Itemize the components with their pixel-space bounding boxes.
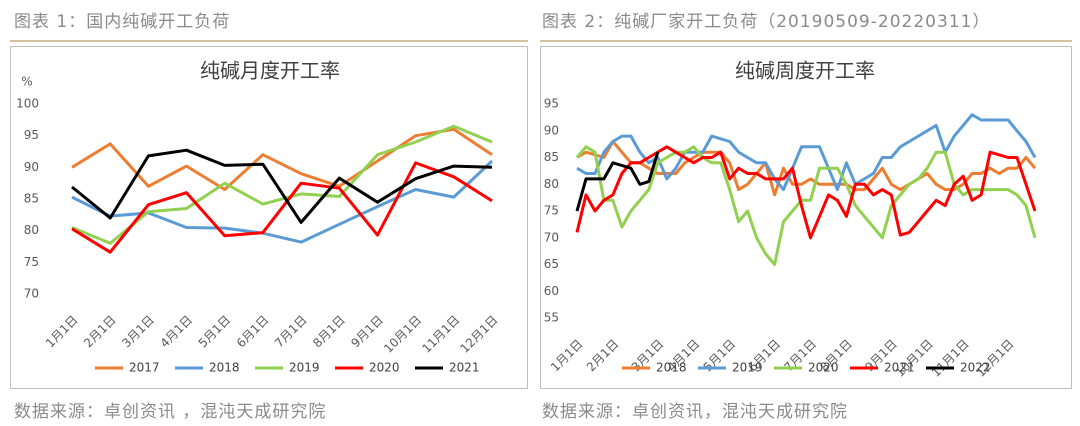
legend-label: 2019 [732,361,763,375]
y-tick-label: 55 [544,311,559,325]
y-tick-label: 75 [24,255,39,269]
x-tick-label: 11月1日 [419,313,462,356]
x-tick-label: 1月1日 [548,337,586,375]
legend-label: 2019 [289,361,320,375]
y-tick-label: 65 [544,257,559,271]
legend-label: 2020 [369,361,400,375]
legend-label: 2020 [808,361,839,375]
x-tick-label: 4月1日 [157,313,195,351]
y-tick-label: 85 [544,150,559,164]
y-tick-label: 60 [544,284,559,298]
series-line [576,113,1037,192]
chart-frame [540,46,1072,389]
y-tick-label: 80 [544,177,559,191]
x-tick-label: 6月1日 [234,313,272,351]
y-tick-label: 80 [24,223,39,237]
figure-caption: 图表 2：纯碱厂家开工负荷（20190509-20220311） [542,12,990,32]
chart-frame [10,46,528,389]
y-tick-label: 95 [544,97,559,111]
y-tick-label: 90 [24,160,39,174]
series-line [71,124,493,245]
x-tick-label: 2月1日 [584,337,622,375]
y-axis-unit: % [21,75,32,89]
legend-label: 2021 [449,361,480,375]
y-tick-label: 70 [544,230,559,244]
series-line [575,145,1037,266]
x-tick-label: 3月1日 [119,313,157,351]
figure-caption: 图表 1：国内纯碱开工负荷 [14,12,230,32]
series-line [71,148,493,224]
chart-title: 纯碱周度开工率 [735,59,875,83]
legend-label: 2022 [960,361,991,375]
legend-label: 2017 [129,361,160,375]
y-tick-label: 100 [16,97,39,111]
x-tick-label: 2月1日 [81,313,119,351]
y-tick-label: 70 [24,287,39,301]
x-tick-label: 12月1日 [458,313,501,356]
series-line [575,145,1037,240]
y-tick-label: 90 [544,123,559,137]
y-tick-label: 85 [24,192,39,206]
x-tick-label: 7月1日 [272,313,310,351]
y-tick-label: 75 [544,204,559,218]
legend-label: 2018 [656,361,687,375]
x-tick-label: 1月1日 [43,313,81,351]
x-tick-label: 9月1日 [348,313,386,351]
x-tick-label: 5月1日 [196,313,234,351]
x-tick-label: 10月1日 [381,313,424,356]
chart-title: 纯碱月度开工率 [200,59,340,83]
source-note: 数据来源：卓创资讯 ，混沌天成研究院 [14,402,326,422]
series-line [71,161,493,254]
legend-label: 2021 [884,361,915,375]
series-line [71,127,493,191]
series-line [575,151,660,212]
x-tick-label: 8月1日 [310,313,348,351]
y-tick-label: 95 [24,128,39,142]
legend-label: 2018 [209,361,240,375]
source-note: 数据来源：卓创资讯，混沌天成研究院 [542,402,848,422]
